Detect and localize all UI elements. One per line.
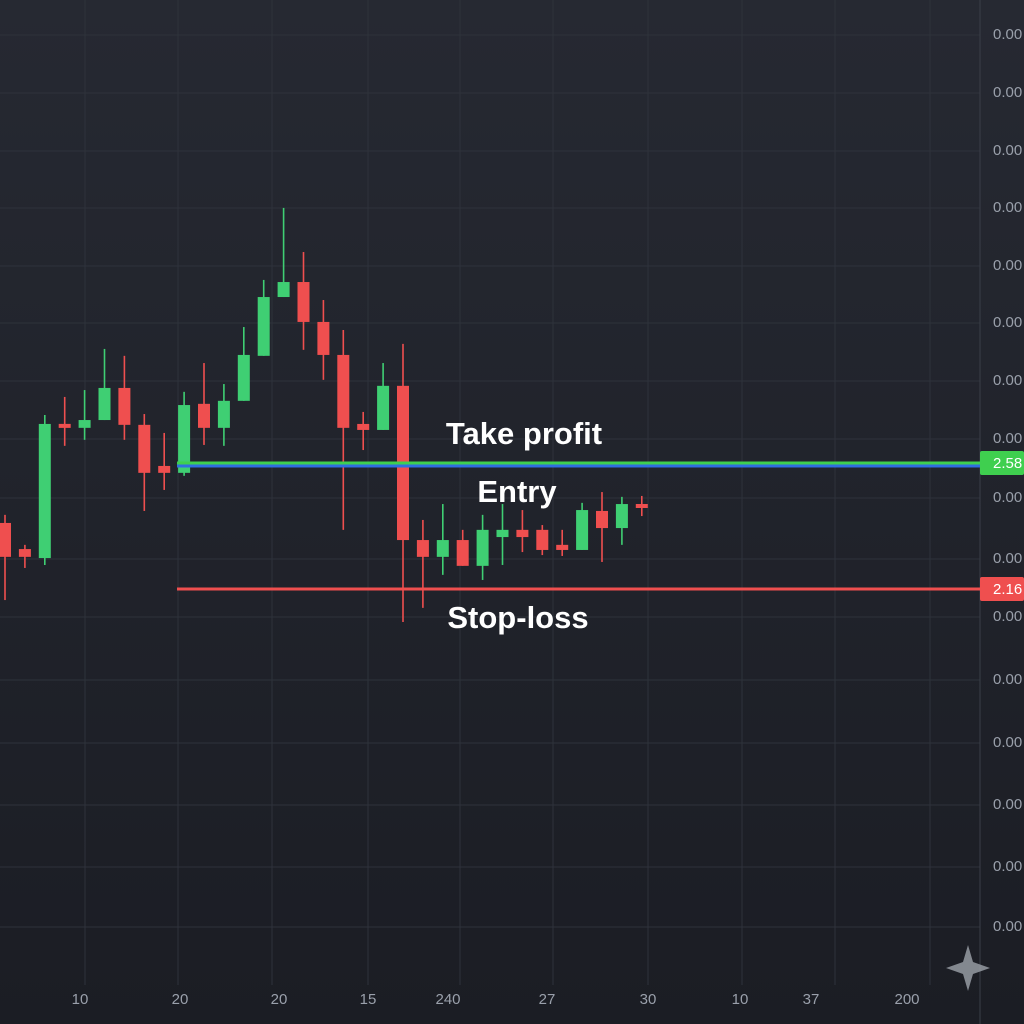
y-axis-label: 0.00 bbox=[993, 489, 1022, 506]
level-annotation: Entry bbox=[477, 474, 557, 509]
x-axis-label: 15 bbox=[360, 991, 377, 1008]
candle-body bbox=[198, 403, 210, 428]
candle-body bbox=[556, 544, 569, 550]
candle-body bbox=[357, 423, 370, 430]
candle-body bbox=[38, 423, 51, 559]
level-annotation: Stop-loss bbox=[447, 600, 588, 635]
candle-body bbox=[217, 400, 230, 428]
candle-body bbox=[337, 354, 350, 428]
candle-body bbox=[615, 504, 628, 529]
candle-body bbox=[456, 540, 469, 566]
candle-body bbox=[436, 540, 449, 557]
x-axis-label: 37 bbox=[803, 991, 820, 1008]
candle-body bbox=[635, 504, 648, 509]
y-axis-label: 0.00 bbox=[993, 199, 1022, 216]
price-tag bbox=[980, 450, 1024, 475]
x-axis-label: 30 bbox=[640, 991, 657, 1008]
y-axis-label: 0.00 bbox=[993, 430, 1022, 447]
candle-body bbox=[297, 282, 310, 322]
x-axis-label: 240 bbox=[435, 991, 460, 1008]
price-tag-label: 2.16 bbox=[993, 581, 1022, 598]
level-annotation: Take profit bbox=[446, 416, 602, 451]
candle-body bbox=[576, 510, 589, 550]
candle-body bbox=[416, 540, 429, 557]
y-axis-label: 0.00 bbox=[993, 142, 1022, 159]
candle-body bbox=[78, 420, 91, 428]
candle-body bbox=[178, 405, 191, 473]
y-axis-label: 0.00 bbox=[993, 796, 1022, 813]
y-axis-label: 0.00 bbox=[993, 550, 1022, 567]
y-axis-label: 0.00 bbox=[993, 26, 1022, 43]
x-axis-label: 27 bbox=[539, 991, 556, 1008]
price-tag bbox=[980, 576, 1024, 601]
candle-body bbox=[138, 424, 151, 473]
candle-body bbox=[158, 465, 171, 473]
x-axis-label: 20 bbox=[271, 991, 288, 1008]
candle-body bbox=[58, 423, 71, 428]
candle-body bbox=[516, 529, 529, 538]
candle-body bbox=[118, 387, 131, 425]
candle-body bbox=[536, 529, 549, 550]
y-axis-label: 0.00 bbox=[993, 734, 1022, 751]
y-axis-label: 0.00 bbox=[993, 314, 1022, 331]
sparkle-icon bbox=[946, 945, 990, 991]
x-axis-label: 200 bbox=[894, 991, 919, 1008]
grid bbox=[0, 0, 980, 985]
candle-body bbox=[0, 522, 11, 557]
candle-body bbox=[317, 321, 330, 355]
y-axis-label: 0.00 bbox=[993, 372, 1022, 389]
candle-body bbox=[476, 529, 489, 566]
y-axis-label: 0.00 bbox=[993, 257, 1022, 274]
candle-body bbox=[496, 529, 509, 538]
x-axis-label: 10 bbox=[72, 991, 89, 1008]
candle-body bbox=[98, 387, 111, 421]
x-axis-label: 10 bbox=[732, 991, 749, 1008]
y-axis-label: 0.00 bbox=[993, 918, 1022, 935]
y-axis-label: 0.00 bbox=[993, 858, 1022, 875]
y-axis-label: 0.00 bbox=[993, 671, 1022, 688]
candle-body bbox=[18, 549, 31, 557]
y-axis-label: 0.00 bbox=[993, 608, 1022, 625]
candle-body bbox=[257, 297, 270, 356]
y-axis-label: 0.00 bbox=[993, 84, 1022, 101]
candle-body bbox=[237, 354, 250, 401]
price-tag-label: 2.58 bbox=[993, 455, 1022, 472]
plot bbox=[0, 207, 980, 622]
candle-body bbox=[596, 510, 608, 529]
candle-body bbox=[377, 385, 390, 430]
x-axis-label: 20 bbox=[172, 991, 189, 1008]
candle-body bbox=[277, 282, 290, 298]
